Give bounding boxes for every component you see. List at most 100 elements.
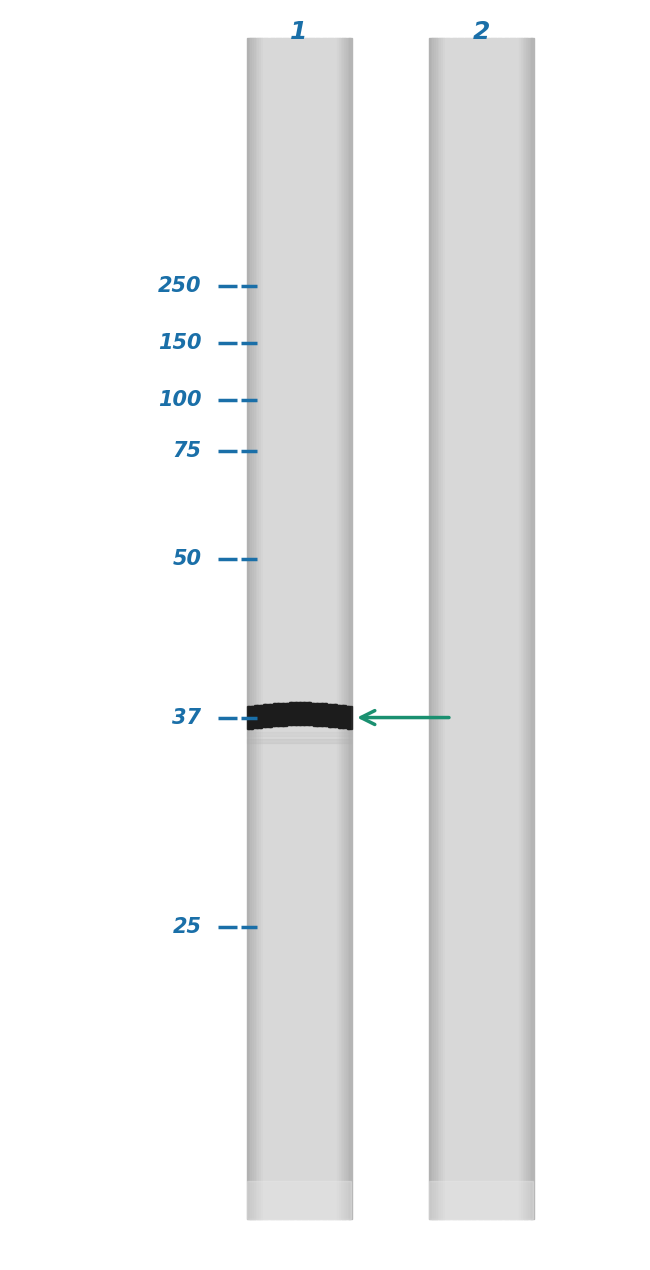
Bar <box>322 704 324 726</box>
Bar <box>510 38 513 1219</box>
Bar <box>289 702 291 725</box>
Bar <box>512 38 515 1219</box>
Bar <box>515 38 518 1219</box>
Bar <box>341 705 343 728</box>
Bar <box>495 38 497 1219</box>
Bar <box>285 702 287 725</box>
Bar <box>273 38 276 1219</box>
Bar <box>323 38 326 1219</box>
Bar <box>344 38 346 1219</box>
Bar <box>455 38 458 1219</box>
Bar <box>265 704 267 726</box>
Bar <box>257 38 260 1219</box>
Bar <box>276 704 278 726</box>
Bar <box>330 38 333 1219</box>
Bar <box>349 38 352 1219</box>
Text: 50: 50 <box>172 549 202 569</box>
Bar <box>333 704 335 726</box>
Bar <box>453 38 456 1219</box>
Bar <box>337 705 339 728</box>
Bar <box>247 38 250 1219</box>
Bar <box>303 702 305 725</box>
Bar <box>429 1181 533 1219</box>
Bar <box>318 38 320 1219</box>
Bar <box>462 38 464 1219</box>
Bar <box>448 38 450 1219</box>
Bar <box>255 38 258 1219</box>
Bar <box>296 702 298 725</box>
Bar <box>332 38 334 1219</box>
Bar <box>247 733 351 735</box>
Bar <box>330 704 332 726</box>
Bar <box>255 705 257 728</box>
Bar <box>313 38 315 1219</box>
Bar <box>463 38 466 1219</box>
Bar <box>250 706 252 729</box>
Bar <box>348 38 350 1219</box>
Bar <box>307 702 309 725</box>
Bar <box>270 704 272 726</box>
Bar <box>339 38 341 1219</box>
Bar <box>282 702 284 725</box>
Bar <box>517 38 520 1219</box>
Bar <box>285 38 287 1219</box>
Bar <box>488 38 490 1219</box>
Bar <box>269 704 271 726</box>
Bar <box>271 38 274 1219</box>
Bar <box>317 702 319 725</box>
Bar <box>489 38 492 1219</box>
Bar <box>315 702 317 725</box>
Bar <box>252 706 254 729</box>
Bar <box>530 38 532 1219</box>
Bar <box>301 38 303 1219</box>
Bar <box>328 704 330 726</box>
Bar <box>486 38 489 1219</box>
Bar <box>306 702 307 725</box>
Bar <box>324 704 326 726</box>
Bar <box>281 702 283 725</box>
Bar <box>249 38 251 1219</box>
Bar <box>335 38 338 1219</box>
Bar <box>326 704 328 726</box>
Bar <box>499 38 500 1219</box>
Bar <box>479 38 482 1219</box>
Bar <box>266 704 268 726</box>
Bar <box>278 704 280 726</box>
Bar <box>247 706 249 729</box>
Bar <box>526 38 528 1219</box>
Bar <box>474 38 476 1219</box>
Bar <box>292 702 294 725</box>
Bar <box>280 704 281 726</box>
Bar <box>311 38 313 1219</box>
Bar <box>476 38 478 1219</box>
Bar <box>281 38 284 1219</box>
Bar <box>287 702 289 725</box>
Bar <box>295 702 297 725</box>
Bar <box>531 38 534 1219</box>
Bar <box>257 705 259 728</box>
Bar <box>465 38 468 1219</box>
Text: 250: 250 <box>158 276 202 296</box>
Bar <box>429 38 432 1219</box>
Bar <box>342 705 344 728</box>
Bar <box>261 38 263 1219</box>
Bar <box>507 38 510 1219</box>
Bar <box>316 702 318 725</box>
Bar <box>247 725 351 729</box>
Bar <box>432 38 435 1219</box>
Bar <box>445 38 447 1219</box>
Bar <box>302 38 305 1219</box>
Bar <box>278 38 281 1219</box>
Bar <box>341 38 343 1219</box>
Bar <box>504 38 506 1219</box>
Bar <box>447 38 448 1219</box>
Bar <box>327 38 329 1219</box>
Bar <box>502 38 504 1219</box>
Bar <box>294 38 296 1219</box>
Bar <box>343 705 345 728</box>
Bar <box>525 38 527 1219</box>
Bar <box>528 38 530 1219</box>
Bar <box>473 38 474 1219</box>
Bar <box>450 38 452 1219</box>
Bar <box>272 704 274 726</box>
